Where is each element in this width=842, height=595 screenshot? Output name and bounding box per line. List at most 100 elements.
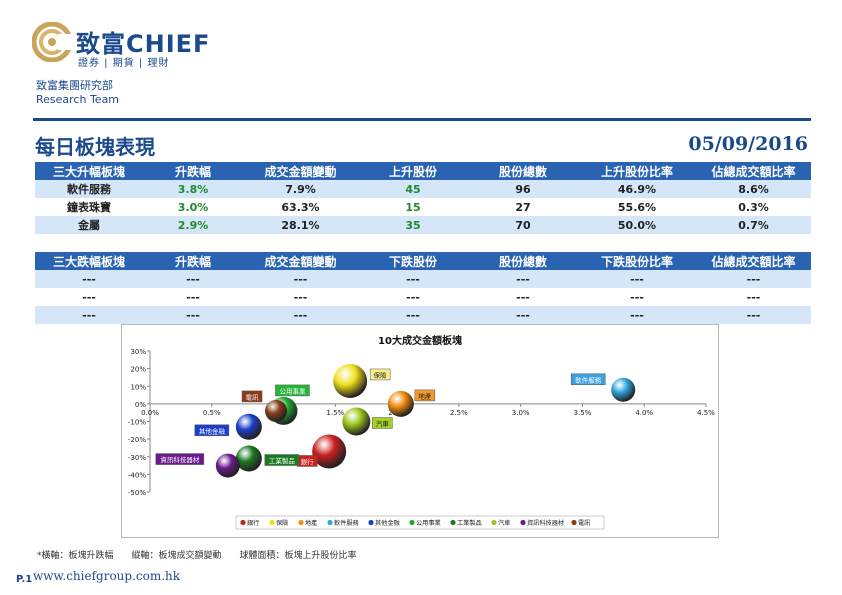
table-cell: --- bbox=[358, 306, 468, 324]
y-tick-label: 0% bbox=[135, 401, 146, 409]
table-cell: 70 bbox=[468, 216, 578, 234]
bubble-7 bbox=[342, 407, 371, 436]
table-cell: --- bbox=[468, 270, 578, 288]
table-row: 軟件服務 3.8% 7.9% 45 96 46.9% 8.6% bbox=[35, 180, 811, 198]
bubble-label: 電訊 bbox=[246, 392, 260, 401]
bubble-label-box bbox=[570, 373, 606, 386]
x-tick-label: 3.0% bbox=[512, 409, 530, 417]
bubble-label-box bbox=[241, 390, 263, 403]
table-cell: --- bbox=[468, 288, 578, 306]
page-number: P.1 bbox=[16, 574, 33, 585]
chart-title: 10大成交金額板塊 bbox=[378, 334, 462, 347]
table-header-row: 三大跌幅板塊 升跌幅 成交金額變動 下跌股份 股份總數 下跌股份比率 佔總成交額… bbox=[35, 252, 811, 270]
table-cell: 15 bbox=[358, 198, 468, 216]
header-divider bbox=[33, 118, 811, 121]
website-link[interactable]: www.chiefgroup.com.hk bbox=[33, 569, 181, 583]
brand-tagline: 證券 | 期貨 | 理財 bbox=[78, 58, 170, 69]
table-cell: 55.6% bbox=[578, 198, 696, 216]
bubble-6 bbox=[235, 445, 262, 472]
legend-item-label: 電訊 bbox=[578, 519, 590, 527]
bubble-0 bbox=[312, 434, 347, 469]
x-tick-label: 0.5% bbox=[203, 409, 221, 417]
table-cell: 0.3% bbox=[696, 198, 811, 216]
table-cell: 63.3% bbox=[243, 198, 358, 216]
sector-name: 金屬 bbox=[35, 216, 143, 234]
table-cell: --- bbox=[578, 306, 696, 324]
department: 致富集團研究部 Research Team bbox=[36, 79, 119, 107]
bubble-label: 保險 bbox=[374, 370, 388, 379]
legend-item-label: 其他金融 bbox=[375, 519, 400, 527]
legend-item-label: 公用事業 bbox=[416, 519, 441, 527]
table-cell: --- bbox=[243, 288, 358, 306]
sector-name: 鐘表珠寶 bbox=[35, 198, 143, 216]
table-row: --- --- --- --- --- --- --- bbox=[35, 270, 811, 288]
table-cell: --- bbox=[35, 270, 143, 288]
bubble-label: 地產 bbox=[418, 391, 432, 400]
x-tick-label: 1.5% bbox=[326, 409, 344, 417]
legend-item-label: 工業製品 bbox=[457, 519, 482, 527]
x-tick-label: 4.5% bbox=[697, 409, 715, 417]
bubble-label: 資訊科技器材 bbox=[160, 455, 200, 464]
table-cell: --- bbox=[243, 270, 358, 288]
table-row: --- --- --- --- --- --- --- bbox=[35, 288, 811, 306]
legend-marker bbox=[298, 519, 304, 526]
table-cell: 46.9% bbox=[578, 180, 696, 198]
bubble-label-box bbox=[194, 424, 230, 437]
y-tick-label: -40% bbox=[128, 471, 146, 479]
legend-box bbox=[235, 515, 605, 530]
table-cell: 45 bbox=[358, 180, 468, 198]
y-tick-label: -20% bbox=[128, 436, 146, 444]
y-tick-label: -10% bbox=[128, 419, 146, 427]
table-cell: --- bbox=[578, 288, 696, 306]
legend-item-label: 汽車 bbox=[498, 519, 510, 527]
column-header: 上升股份 bbox=[358, 162, 468, 180]
y-tick-label: 20% bbox=[130, 366, 146, 374]
sector-name: 軟件服務 bbox=[35, 180, 143, 198]
bubble-label: 軟件服務 bbox=[575, 375, 602, 384]
column-header: 佔總成交額比率 bbox=[696, 162, 811, 180]
bubble-chart-svg: 10大成交金額板塊 30% 20% 10% 0% -10% -20% -30% -40% -50%… bbox=[128, 334, 715, 530]
column-header: 下跌股份比率 bbox=[578, 252, 696, 270]
table-cell: --- bbox=[143, 306, 243, 324]
bubble-label: 汽車 bbox=[376, 419, 390, 428]
table-cell: --- bbox=[578, 270, 696, 288]
table-cell: --- bbox=[35, 288, 143, 306]
bubble-3 bbox=[611, 377, 636, 402]
bubble-label-box bbox=[275, 384, 310, 397]
bubble-9 bbox=[265, 399, 288, 422]
column-header: 升跌幅 bbox=[143, 252, 243, 270]
table-cell: --- bbox=[143, 270, 243, 288]
legend-marker bbox=[368, 519, 374, 526]
legend-item-label: 軟件服務 bbox=[334, 519, 360, 527]
legend-marker bbox=[327, 519, 333, 526]
y-tick-label: -50% bbox=[128, 489, 146, 497]
column-header: 股份總數 bbox=[468, 162, 578, 180]
table-cell: 2.9% bbox=[143, 216, 243, 234]
legend-marker bbox=[409, 519, 415, 526]
bubble-label: 公用事業 bbox=[279, 386, 306, 395]
column-header: 上升股份比率 bbox=[578, 162, 696, 180]
logo: 致富CHIEF 證券 | 期貨 | 理財 bbox=[32, 22, 242, 70]
legend-marker bbox=[240, 519, 246, 526]
legend-item-label: 資訊科技器材 bbox=[527, 519, 564, 527]
column-header: 佔總成交額比率 bbox=[696, 252, 811, 270]
table-row: 鐘表珠寶 3.0% 63.3% 15 27 55.6% 0.3% bbox=[35, 198, 811, 216]
bubble-label-box bbox=[264, 454, 300, 466]
page-title: 每日板塊表現 bbox=[35, 135, 155, 159]
table-cell: 96 bbox=[468, 180, 578, 198]
column-header: 三大跌幅板塊 bbox=[35, 252, 143, 270]
logo-mark-icon bbox=[32, 22, 72, 62]
column-header: 升跌幅 bbox=[143, 162, 243, 180]
bubble-label-box bbox=[372, 417, 393, 429]
y-tick-label: 10% bbox=[130, 383, 146, 391]
report-date: 05/09/2016 bbox=[688, 133, 808, 155]
department-cn: 致富集團研究部 bbox=[36, 79, 113, 92]
bubble-2 bbox=[387, 390, 414, 417]
table-cell: 8.6% bbox=[696, 180, 811, 198]
brand-name: 致富CHIEF bbox=[76, 24, 210, 59]
column-header: 成交金額變動 bbox=[243, 162, 358, 180]
bubble-label: 銀行 bbox=[301, 457, 315, 466]
table-cell: 50.0% bbox=[578, 216, 696, 234]
table-cell: 0.7% bbox=[696, 216, 811, 234]
table-cell: --- bbox=[468, 306, 578, 324]
